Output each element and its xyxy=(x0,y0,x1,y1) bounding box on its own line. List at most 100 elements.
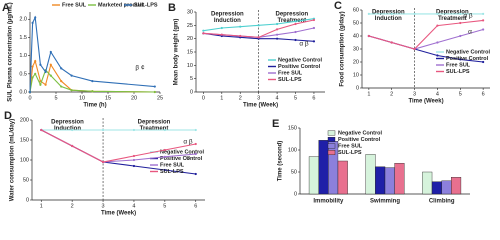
bar xyxy=(365,154,376,195)
phase-label: Treatment xyxy=(140,126,169,132)
y-tick-label: 100 xyxy=(20,157,29,163)
legend-label: Marketed product xyxy=(98,2,144,8)
data-point xyxy=(294,38,297,42)
x-axis-label: Time (h) xyxy=(83,103,106,109)
bar xyxy=(394,162,405,195)
series-line xyxy=(29,69,155,93)
legend-label: SUL-LPS xyxy=(278,77,302,83)
legend-label: Free SUL xyxy=(160,162,185,168)
data-point xyxy=(436,24,439,27)
x-tick-label: 3 xyxy=(413,91,416,97)
data-point xyxy=(40,128,43,132)
panel-letter: E xyxy=(272,118,279,130)
legend-label: Positive Control xyxy=(338,137,381,143)
phase-label: Depression xyxy=(211,12,244,18)
x-tick-label: 5 xyxy=(459,91,462,97)
data-point xyxy=(202,32,205,35)
panel-letter: A xyxy=(2,2,10,14)
y-tick-label: 0 xyxy=(294,191,297,197)
data-point xyxy=(436,54,439,57)
bar xyxy=(441,180,452,195)
bar xyxy=(308,156,319,195)
series-line xyxy=(368,19,484,50)
bar xyxy=(375,166,386,195)
data-point xyxy=(70,89,73,92)
legend-label: SUL-LPS xyxy=(446,69,470,75)
bar xyxy=(328,140,339,195)
data-point xyxy=(294,30,297,34)
y-tick-label: 50 xyxy=(291,169,297,175)
data-point xyxy=(239,25,242,28)
data-point xyxy=(482,28,485,31)
data-point xyxy=(132,154,136,158)
y-tick-label: 0.5 xyxy=(19,71,27,77)
data-point xyxy=(482,19,485,22)
data-point xyxy=(34,59,37,63)
data-point xyxy=(71,128,74,132)
annotation: α xyxy=(186,155,190,162)
x-tick-label: Swimming xyxy=(370,199,400,205)
data-point xyxy=(163,155,166,158)
y-tick-label: 0 xyxy=(356,85,359,91)
y-tick-label: 60 xyxy=(353,7,359,13)
data-point xyxy=(194,172,197,176)
y-axis-label: Time (second) xyxy=(278,141,284,182)
data-point xyxy=(482,12,485,15)
x-tick-label: Climbing xyxy=(429,199,455,205)
data-point xyxy=(436,41,439,44)
data-point xyxy=(294,22,297,26)
data-point xyxy=(275,28,279,31)
y-tick-label: 100 xyxy=(288,147,297,153)
data-point xyxy=(220,33,223,36)
data-point xyxy=(101,128,105,132)
y-axis-label: Mean body weight (gm) xyxy=(174,19,180,86)
data-point xyxy=(60,85,63,88)
legend-label: Positive Control xyxy=(446,56,489,62)
annotation: β ¢ xyxy=(135,65,145,72)
x-tick-label: 10 xyxy=(79,95,85,101)
y-axis-label: Food consumption (g/day) xyxy=(340,11,346,86)
legend-label: Negative Control xyxy=(338,130,382,136)
legend-swatch xyxy=(327,149,336,155)
x-tick-label: 15 xyxy=(105,95,111,101)
x-tick-label: 20 xyxy=(131,95,137,101)
phase-label: Induction xyxy=(214,18,241,24)
data-point xyxy=(163,148,166,152)
x-tick-label: 3 xyxy=(257,95,260,101)
data-point xyxy=(49,50,52,54)
x-tick-label: 0 xyxy=(28,95,31,101)
annotation: α β xyxy=(463,13,473,20)
legend-swatch xyxy=(327,143,336,149)
bar xyxy=(337,160,348,195)
x-tick-label: 25 xyxy=(157,95,163,101)
legend-label: Free SUL xyxy=(278,70,303,76)
x-axis-label: Time (Week) xyxy=(101,211,136,216)
legend-label: Free SUL xyxy=(446,62,471,68)
data-point xyxy=(39,63,42,66)
data-point xyxy=(91,90,94,93)
x-tick-label: 5 xyxy=(54,95,57,101)
data-point xyxy=(436,12,439,15)
x-tick-label: 2 xyxy=(390,91,393,97)
x-axis-label: Time (Week) xyxy=(243,103,278,109)
x-tick-label: Immobility xyxy=(313,199,344,205)
bar xyxy=(451,177,462,195)
data-point xyxy=(413,47,416,51)
data-point xyxy=(70,74,73,77)
data-point xyxy=(31,76,34,79)
data-point xyxy=(459,58,462,61)
legend-label: Positive Control xyxy=(278,64,321,70)
data-point xyxy=(39,83,42,86)
series-line xyxy=(41,129,196,163)
data-point xyxy=(367,34,370,38)
x-tick-label: 5 xyxy=(163,203,166,209)
data-point xyxy=(413,12,416,15)
x-tick-label: 1 xyxy=(367,91,370,97)
x-tick-label: 6 xyxy=(194,203,197,209)
series-line xyxy=(29,15,155,93)
x-tick-label: 4 xyxy=(276,95,279,101)
x-tick-label: 5 xyxy=(294,95,297,101)
x-tick-label: 4 xyxy=(132,203,135,209)
data-point xyxy=(275,37,279,40)
